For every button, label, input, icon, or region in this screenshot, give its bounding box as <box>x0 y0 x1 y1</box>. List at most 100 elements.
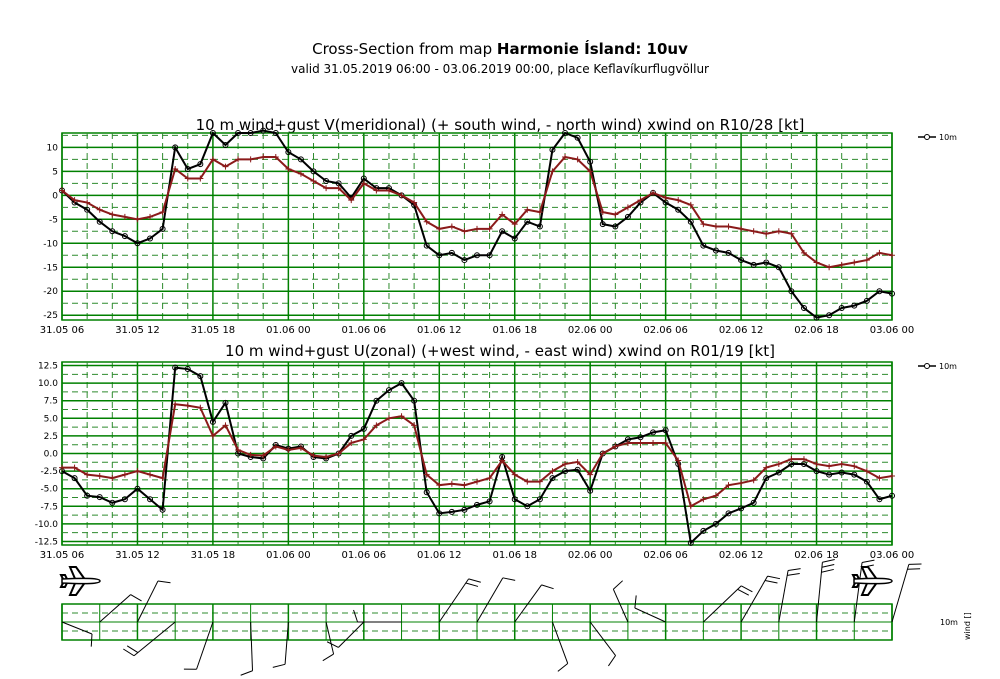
data-point-10m <box>260 127 267 134</box>
y-tick-label: -5 <box>49 215 58 225</box>
data-point-gust <box>511 221 518 228</box>
wind-barb <box>438 578 470 623</box>
data-point-10m <box>587 487 594 494</box>
x-tick-label: 31.05 18 <box>191 325 236 336</box>
data-point-10m <box>134 485 141 492</box>
x-tick-label: 02.06 18 <box>794 550 839 561</box>
data-point-gust <box>109 211 116 218</box>
data-point-10m <box>687 218 694 225</box>
data-point-10m <box>863 478 870 485</box>
data-point-10m <box>159 506 166 513</box>
data-point-gust <box>323 185 330 192</box>
data-point-10m <box>147 235 154 242</box>
data-point-gust <box>310 177 317 184</box>
x-tick-label: 01.06 00 <box>266 325 311 336</box>
wind-barb-flag <box>468 578 481 583</box>
data-point-gust <box>838 461 845 468</box>
wind-barb-flag <box>613 580 624 590</box>
data-point-gust <box>750 477 757 484</box>
data-point-gust <box>800 456 807 463</box>
data-point-10m <box>775 469 782 476</box>
wind-barb-flag <box>465 582 479 587</box>
data-point-10m <box>109 499 116 506</box>
data-point-10m <box>285 149 292 156</box>
data-point-gust <box>285 446 292 453</box>
y-tick-label: 12.5 <box>38 362 58 372</box>
data-point-10m <box>549 146 556 153</box>
data-point-10m <box>738 505 745 512</box>
data-point-gust <box>863 468 870 475</box>
x-tick-label: 31.05 12 <box>115 325 160 336</box>
airplane-icon <box>851 566 893 596</box>
data-point-gust <box>197 175 204 182</box>
x-tick-label: 01.06 12 <box>417 325 462 336</box>
y-tick-label: -10 <box>43 239 58 249</box>
data-point-10m <box>662 427 669 434</box>
data-point-gust <box>121 213 128 220</box>
data-point-gust <box>184 175 191 182</box>
data-point-10m <box>499 228 506 235</box>
wind-barb <box>250 621 254 671</box>
wind-barb-flag <box>821 563 835 568</box>
data-point-gust <box>147 471 154 478</box>
y-tick-label: 10 <box>47 143 59 153</box>
x-tick-label: 01.06 12 <box>417 550 462 561</box>
data-point-10m <box>235 130 242 136</box>
wind-barb-flag <box>322 653 334 662</box>
x-tick-label: 01.06 06 <box>342 325 387 336</box>
y-tick-label: -25 <box>43 311 58 321</box>
data-point-10m <box>524 503 531 510</box>
data-point-gust <box>436 225 443 232</box>
data-point-gust <box>335 185 342 192</box>
data-point-10m <box>687 539 694 546</box>
data-point-gust <box>687 201 694 208</box>
data-point-gust <box>524 206 531 213</box>
data-point-gust <box>360 436 367 443</box>
wind-barb <box>634 607 666 623</box>
data-point-gust <box>59 187 65 194</box>
data-point-gust <box>310 452 317 459</box>
y-tick-label: -5.0 <box>40 485 58 495</box>
wind-barb-flag <box>740 585 753 593</box>
data-point-gust <box>889 473 895 480</box>
x-tick-label: 31.05 12 <box>115 550 160 561</box>
data-point-gust <box>423 218 430 225</box>
data-point-gust <box>96 206 103 213</box>
data-point-gust <box>385 415 392 422</box>
data-point-gust <box>876 475 883 482</box>
data-point-gust <box>574 458 581 465</box>
data-point-gust <box>222 163 229 170</box>
data-point-10m <box>524 218 531 225</box>
series-10m-line <box>61 366 893 545</box>
data-point-gust <box>96 473 103 480</box>
data-point-gust <box>524 478 531 485</box>
data-point-gust <box>650 439 657 446</box>
wind-barb <box>338 621 365 648</box>
data-point-gust <box>637 439 644 446</box>
data-point-gust <box>587 471 594 478</box>
y-tick-label: -20 <box>43 287 58 297</box>
x-tick-label: 31.05 06 <box>40 325 85 336</box>
data-point-gust <box>159 209 166 216</box>
data-point-10m <box>750 499 757 506</box>
y-tick-label: 5.0 <box>44 414 59 424</box>
data-point-gust <box>209 156 216 163</box>
data-point-gust <box>297 444 304 451</box>
y-tick-label: -2.5 <box>40 467 58 477</box>
y-tick-label: 0 <box>52 191 58 201</box>
wind-barb-flag <box>157 580 171 584</box>
data-point-gust <box>675 457 682 464</box>
data-point-10m <box>574 134 581 141</box>
wind-barb-flag <box>767 575 781 580</box>
data-point-10m <box>197 373 204 380</box>
data-point-gust <box>84 471 91 478</box>
data-point-gust <box>297 170 304 177</box>
data-point-10m <box>360 425 367 432</box>
wind-barb-flag <box>126 645 139 654</box>
data-point-gust <box>147 213 154 220</box>
data-point-10m <box>147 496 154 503</box>
data-point-10m <box>876 288 883 295</box>
data-point-gust <box>247 451 254 458</box>
data-point-10m <box>599 221 606 228</box>
